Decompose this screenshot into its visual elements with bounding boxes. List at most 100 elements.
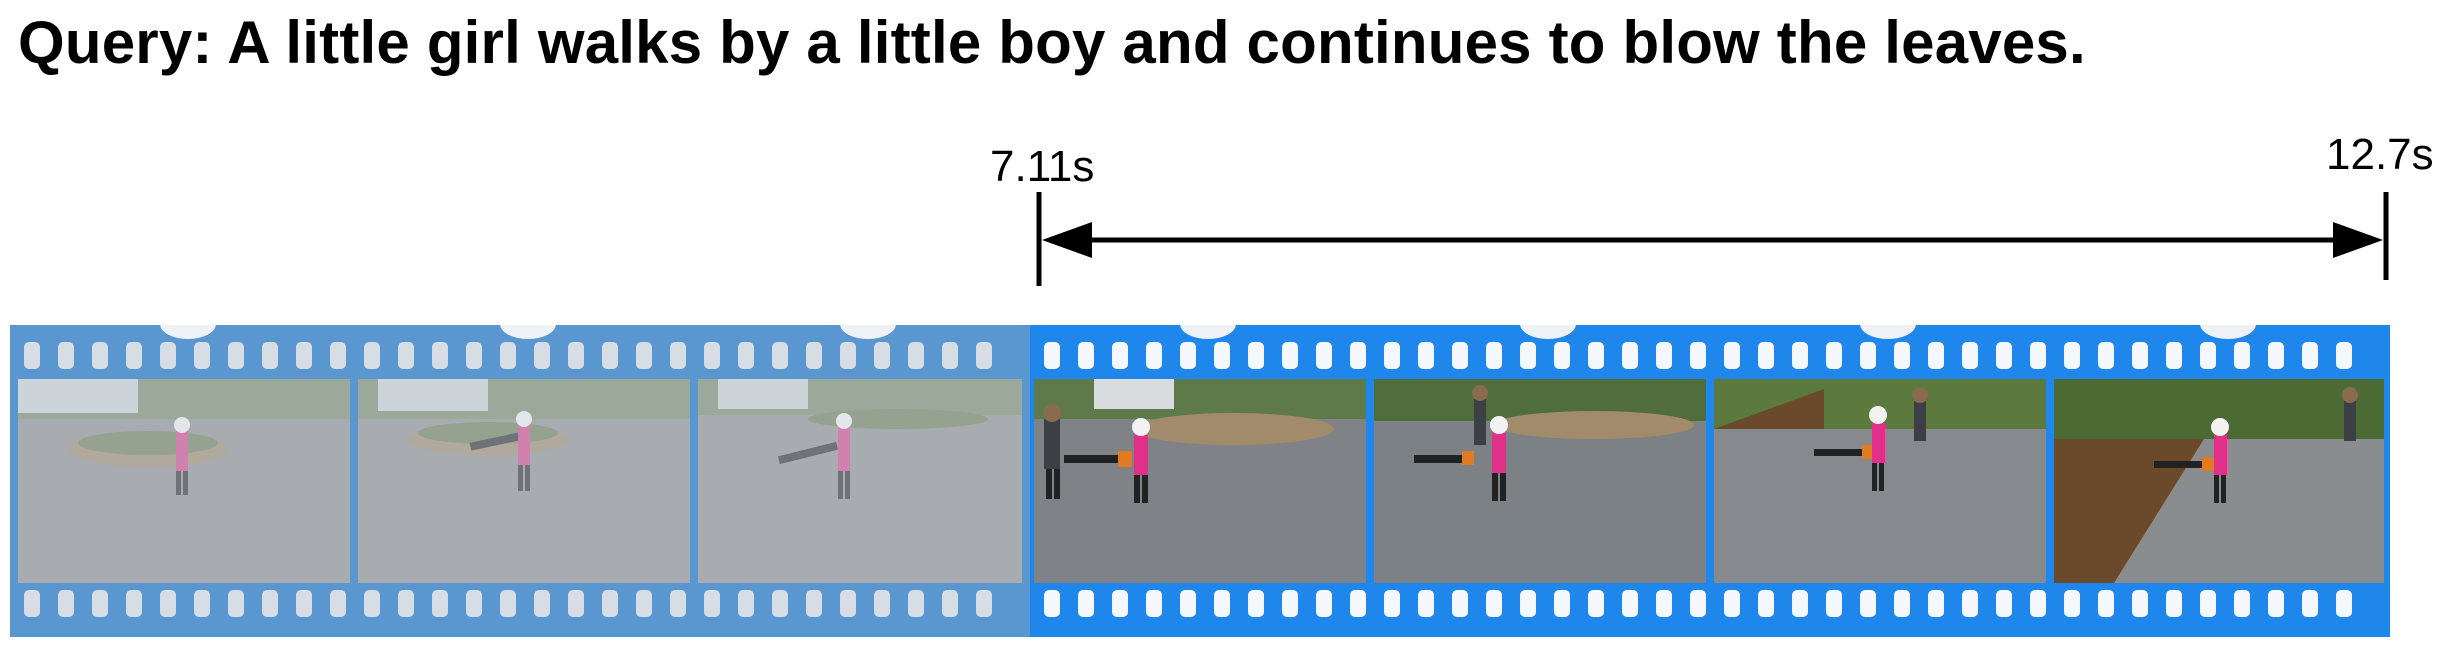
- sprocket-hole: [398, 342, 414, 369]
- sprocket-hole: [228, 590, 244, 617]
- sprocket-hole: [160, 590, 176, 617]
- sprocket-hole: [1520, 590, 1536, 617]
- sprocket-hole: [2234, 590, 2250, 617]
- sprocket-hole: [2030, 342, 2046, 369]
- sprocket-hole: [330, 342, 346, 369]
- sprocket-hole: [1928, 342, 1944, 369]
- sprocket-hole: [2268, 342, 2284, 369]
- sprocket-hole: [2302, 590, 2318, 617]
- sprocket-hole: [1384, 590, 1400, 617]
- sprocket-hole: [1792, 342, 1808, 369]
- sprocket-hole: [1112, 342, 1128, 369]
- sprocket-hole: [126, 590, 142, 617]
- sprocket-hole: [1758, 590, 1774, 617]
- sprocket-hole: [1962, 342, 1978, 369]
- sprocket-hole: [1214, 342, 1230, 369]
- sprocket-hole: [1554, 590, 1570, 617]
- arrow-head-right: [2333, 222, 2383, 258]
- sprocket-hole: [160, 342, 176, 369]
- sprocket-hole: [704, 590, 720, 617]
- film-notch: [1860, 325, 1916, 339]
- video-frame-1: [18, 379, 350, 583]
- sprocket-hole: [1996, 342, 2012, 369]
- sprocket-hole: [1316, 590, 1332, 617]
- sprocket-hole: [1520, 342, 1536, 369]
- sprocket-hole: [1452, 342, 1468, 369]
- sprocket-hole: [2200, 590, 2216, 617]
- film-notch: [1180, 325, 1236, 339]
- film-notch: [840, 325, 896, 339]
- sprocket-hole: [1112, 590, 1128, 617]
- sprocket-hole: [2098, 342, 2114, 369]
- sprocket-holes-top: [1030, 342, 2390, 372]
- end-time-label: 12.7s: [2326, 130, 2434, 179]
- sprocket-hole: [1384, 342, 1400, 369]
- sprocket-hole: [1860, 342, 1876, 369]
- sprocket-hole: [1690, 590, 1706, 617]
- sprocket-hole: [568, 342, 584, 369]
- sprocket-hole: [228, 342, 244, 369]
- sprocket-hole: [738, 342, 754, 369]
- sprocket-hole: [2064, 590, 2080, 617]
- sprocket-hole: [2132, 342, 2148, 369]
- sprocket-hole: [1622, 590, 1638, 617]
- sprocket-hole: [1180, 342, 1196, 369]
- sprocket-hole: [1248, 342, 1264, 369]
- sprocket-hole: [1690, 342, 1706, 369]
- sprocket-hole: [1996, 590, 2012, 617]
- video-frame-7: [2054, 379, 2384, 583]
- sprocket-hole: [1044, 590, 1060, 617]
- sprocket-hole: [908, 342, 924, 369]
- sprocket-hole: [2098, 590, 2114, 617]
- sprocket-hole: [1350, 342, 1366, 369]
- arrow-head-left: [1042, 222, 1092, 258]
- sprocket-hole: [500, 590, 516, 617]
- sprocket-hole: [1792, 590, 1808, 617]
- sprocket-hole: [1350, 590, 1366, 617]
- sprocket-hole: [1418, 342, 1434, 369]
- sprocket-hole: [1146, 590, 1162, 617]
- sprocket-hole: [2166, 342, 2182, 369]
- sprocket-hole: [364, 342, 380, 369]
- sprocket-hole: [364, 590, 380, 617]
- sprocket-hole: [670, 342, 686, 369]
- sprocket-hole: [2234, 342, 2250, 369]
- sprocket-hole: [840, 590, 856, 617]
- sprocket-hole: [466, 590, 482, 617]
- sprocket-hole: [1554, 342, 1570, 369]
- sprocket-hole: [1180, 590, 1196, 617]
- sprocket-hole: [806, 342, 822, 369]
- sprocket-hole: [1724, 590, 1740, 617]
- sprocket-hole: [432, 342, 448, 369]
- sprocket-hole: [58, 342, 74, 369]
- filmstrip-dimmed-section: [10, 325, 1030, 637]
- sprocket-hole: [1588, 590, 1604, 617]
- sprocket-hole: [704, 342, 720, 369]
- sprocket-hole: [738, 590, 754, 617]
- sprocket-hole: [398, 590, 414, 617]
- sprocket-hole: [874, 342, 890, 369]
- video-frame-4: [1034, 379, 1366, 583]
- sprocket-hole: [2268, 590, 2284, 617]
- sprocket-hole: [1078, 590, 1094, 617]
- sprocket-hole: [1316, 342, 1332, 369]
- sprocket-hole: [1044, 342, 1060, 369]
- sprocket-hole: [126, 342, 142, 369]
- sprocket-hole: [1656, 590, 1672, 617]
- sprocket-hole: [262, 342, 278, 369]
- sprocket-hole: [92, 590, 108, 617]
- sprocket-hole: [296, 590, 312, 617]
- sprocket-hole: [534, 342, 550, 369]
- sprocket-holes-bottom: [10, 590, 1030, 620]
- sprocket-hole: [1622, 342, 1638, 369]
- sprocket-hole: [976, 342, 992, 369]
- sprocket-hole: [2132, 590, 2148, 617]
- sprocket-hole: [1418, 590, 1434, 617]
- sprocket-hole: [92, 342, 108, 369]
- sprocket-hole: [2336, 342, 2352, 369]
- sprocket-holes-top: [10, 342, 1030, 372]
- sprocket-hole: [432, 590, 448, 617]
- start-time-label: 7.11s: [990, 142, 1095, 191]
- sprocket-hole: [772, 590, 788, 617]
- sprocket-hole: [602, 342, 618, 369]
